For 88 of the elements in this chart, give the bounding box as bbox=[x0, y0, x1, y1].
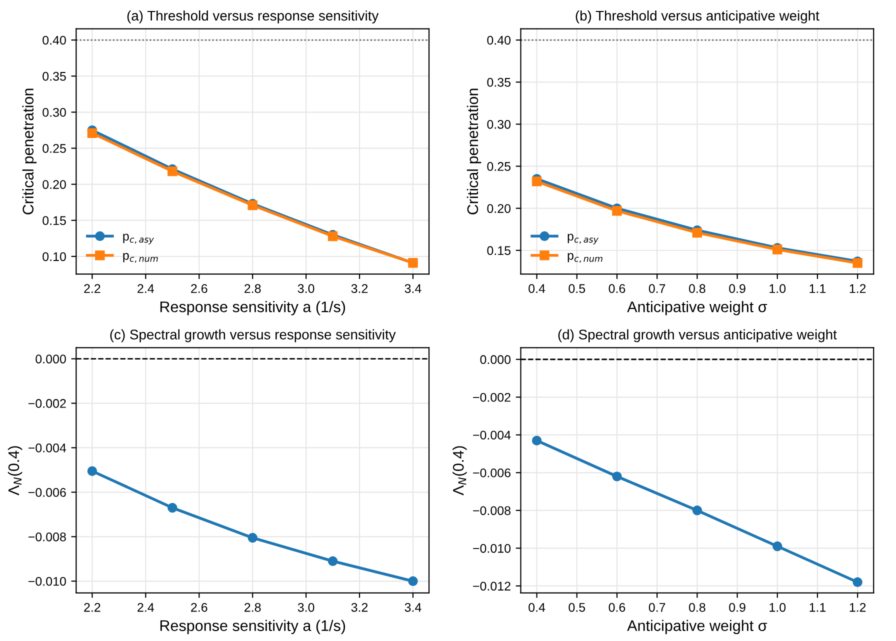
y-tick-label: 0.15 bbox=[487, 246, 511, 256]
x-tick-label: 0.8 bbox=[688, 284, 706, 293]
y-tick-label: 0.20 bbox=[42, 180, 66, 189]
x-tick-label: 1.2 bbox=[850, 284, 866, 293]
x-tick-label: 0.4 bbox=[528, 284, 546, 293]
y-tick-label: 0.40 bbox=[487, 36, 511, 45]
x-tick-label: 0.9 bbox=[729, 284, 746, 293]
x-tick-label: 3.2 bbox=[351, 284, 368, 293]
x-tick-label: 3.0 bbox=[298, 602, 314, 612]
y-tick-label: 0.25 bbox=[42, 144, 66, 153]
x-tick-label: 0.5 bbox=[568, 602, 586, 612]
legend-label: p$_{c,num}$ bbox=[568, 252, 602, 263]
y-tick-label: 0.000 bbox=[36, 354, 66, 364]
x-axis-title: Response sensitivity a (1/s) bbox=[160, 301, 346, 316]
y-tick-label: 0.25 bbox=[487, 162, 511, 171]
x-tick-label: 2.4 bbox=[138, 602, 154, 612]
y-tick-label: −0.006 bbox=[473, 468, 510, 478]
x-tick-label: 3.4 bbox=[404, 602, 422, 612]
x-tick-label: 0.6 bbox=[608, 284, 626, 293]
chart-title: (b) Threshold versus anticipative weight bbox=[576, 10, 820, 24]
x-tick-label: 3.0 bbox=[298, 284, 314, 293]
y-tick-label: −0.012 bbox=[473, 582, 510, 591]
point bbox=[532, 176, 542, 186]
y-tick-label: 0.10 bbox=[42, 252, 66, 262]
point bbox=[87, 128, 98, 138]
y-tick-label: 0.35 bbox=[487, 78, 511, 87]
point bbox=[248, 532, 258, 543]
y-tick-label: 0.30 bbox=[487, 120, 511, 129]
chart-title: (c) Spectral growth versus response sensitivity bbox=[110, 329, 396, 342]
legend-label: p$_{c,num}$ bbox=[123, 252, 158, 263]
x-tick-label: 2.4 bbox=[138, 284, 154, 293]
y-tick-label: 0.000 bbox=[480, 355, 511, 364]
point bbox=[692, 506, 702, 516]
x-tick-label: 0.7 bbox=[648, 602, 666, 612]
point bbox=[328, 556, 338, 566]
x-tick-label: 0.4 bbox=[528, 602, 546, 612]
x-tick-label: 1.0 bbox=[770, 284, 786, 293]
x-tick-label: 3.4 bbox=[404, 284, 422, 293]
y-axis-title: Λ$_{N}$(0.4) bbox=[8, 446, 22, 496]
y-tick-label: 0.35 bbox=[42, 72, 66, 81]
y-tick-label: −0.008 bbox=[473, 506, 510, 516]
x-tick-label: 2.2 bbox=[84, 284, 100, 293]
chart-title: (a) Threshold versus response sensitivity bbox=[127, 10, 379, 24]
y-tick-label: 0.15 bbox=[42, 216, 66, 226]
point bbox=[852, 577, 862, 588]
point bbox=[532, 436, 542, 446]
legend-label: p$_{c,asy}$ bbox=[123, 234, 154, 244]
y-tick-label: −0.010 bbox=[473, 544, 511, 553]
x-axis-title: Response sensitivity a (1/s) bbox=[160, 620, 346, 634]
point bbox=[168, 502, 178, 513]
x-tick-label: 1.2 bbox=[850, 602, 866, 612]
y-tick-label: 0.20 bbox=[487, 204, 511, 213]
y-axis-title: Λ$_{N}$(0.4) bbox=[452, 446, 467, 496]
x-axis-title: Anticipative weight σ bbox=[627, 301, 768, 316]
point bbox=[408, 576, 418, 586]
y-tick-label: −0.002 bbox=[28, 399, 66, 408]
x-tick-label: 0.6 bbox=[608, 602, 626, 612]
x-tick-label: 0.8 bbox=[688, 602, 706, 612]
x-tick-label: 1.1 bbox=[810, 284, 826, 293]
y-tick-label: −0.006 bbox=[28, 488, 66, 497]
point bbox=[692, 228, 702, 238]
x-tick-label: 1.1 bbox=[810, 603, 826, 612]
y-tick-label: −0.002 bbox=[473, 392, 510, 402]
y-tick-label: 0.40 bbox=[42, 36, 66, 45]
y-tick-label: 0.30 bbox=[42, 108, 66, 117]
x-tick-label: 0.9 bbox=[729, 602, 746, 612]
x-tick-label: 2.6 bbox=[191, 284, 208, 293]
point bbox=[612, 206, 622, 216]
x-tick-label: 2.8 bbox=[244, 284, 261, 293]
y-axis-title: Critical penetration bbox=[22, 88, 37, 214]
y-axis-title: Critical penetration bbox=[466, 88, 482, 214]
x-tick-label: 0.7 bbox=[648, 284, 666, 293]
x-tick-label: 0.5 bbox=[568, 284, 586, 293]
point bbox=[772, 541, 782, 552]
chart-title: (d) Spectral growth versus anticipative weight bbox=[558, 329, 837, 342]
y-tick-label: −0.004 bbox=[28, 444, 66, 452]
x-tick-label: 3.2 bbox=[351, 602, 368, 612]
y-tick-label: −0.010 bbox=[28, 576, 66, 586]
x-axis-title: Anticipative weight σ bbox=[627, 620, 768, 634]
x-tick-label: 2.2 bbox=[84, 602, 100, 612]
y-tick-label: −0.004 bbox=[473, 430, 511, 440]
x-tick-label: 1.0 bbox=[770, 602, 786, 612]
point bbox=[612, 472, 622, 482]
legend-label: p$_{c,asy}$ bbox=[568, 234, 599, 244]
point bbox=[87, 466, 98, 476]
x-tick-label: 2.8 bbox=[244, 602, 261, 612]
y-tick-label: −0.008 bbox=[28, 532, 66, 542]
x-tick-label: 2.6 bbox=[191, 602, 208, 612]
